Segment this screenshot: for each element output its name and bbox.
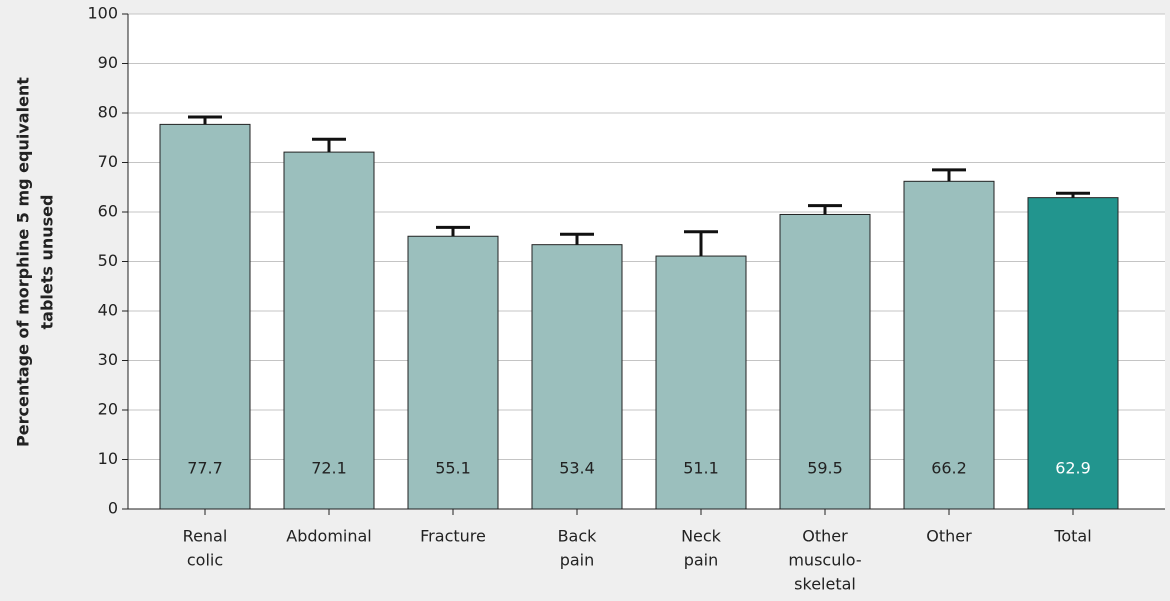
x-tick-label: colic <box>187 551 223 570</box>
bar <box>655 255 747 510</box>
y-tick-label: 20 <box>98 400 118 419</box>
x-tick-label: Abdominal <box>286 527 371 546</box>
x-tick-label: Total <box>1053 527 1091 546</box>
bar <box>531 244 623 510</box>
y-tick-label: 70 <box>98 152 118 171</box>
x-tick-label: pain <box>684 551 719 570</box>
x-tick-label: skeletal <box>794 575 856 594</box>
x-tick-label: musculo- <box>788 551 861 570</box>
value-label: 53.4 <box>559 459 595 478</box>
bar <box>159 123 251 510</box>
x-tick-label: Other <box>926 527 972 546</box>
value-label: 62.9 <box>1055 459 1091 478</box>
y-tick-label: 60 <box>98 202 118 221</box>
value-label: 66.2 <box>931 459 967 478</box>
y-tick-label: 10 <box>98 449 118 468</box>
bar <box>903 180 995 510</box>
y-tick-label: 100 <box>87 4 118 23</box>
x-tick-label: Renal <box>183 527 228 546</box>
y-axis-label: Percentage of morphine 5 mg equivalent <box>14 77 33 447</box>
value-label: 59.5 <box>807 459 843 478</box>
value-label: 55.1 <box>435 459 471 478</box>
y-tick-label: 50 <box>98 251 118 270</box>
bar <box>283 151 375 510</box>
x-tick-label: Fracture <box>420 527 486 546</box>
y-tick-label: 0 <box>108 499 118 518</box>
y-tick-label: 90 <box>98 53 118 72</box>
y-tick-label: 40 <box>98 301 118 320</box>
x-tick-label: pain <box>560 551 595 570</box>
x-tick-label: Neck <box>681 527 722 546</box>
value-label: 77.7 <box>187 459 223 478</box>
value-label: 51.1 <box>683 459 719 478</box>
bar <box>779 213 871 510</box>
x-tick-label: Other <box>802 527 848 546</box>
y-tick-label: 80 <box>98 103 118 122</box>
x-tick-label: Back <box>558 527 598 546</box>
y-axis-label: tablets unused <box>38 195 57 330</box>
value-label: 72.1 <box>311 459 347 478</box>
y-tick-label: 30 <box>98 350 118 369</box>
